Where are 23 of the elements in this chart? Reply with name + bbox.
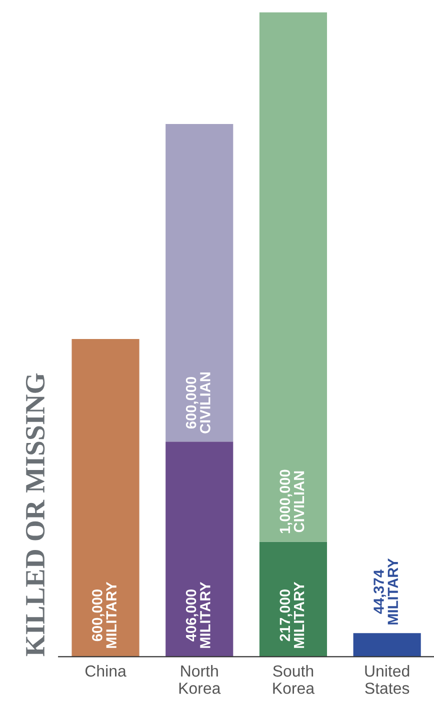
data-label: 1,000,000 xyxy=(280,470,292,534)
data-label: 44,374 xyxy=(374,570,386,614)
bar xyxy=(259,542,328,657)
bar xyxy=(259,12,328,542)
data-label: 600,000 xyxy=(92,590,104,642)
bar xyxy=(353,633,421,657)
text: MILITARY xyxy=(294,582,304,648)
bar xyxy=(72,338,140,657)
data-label: 217,000 xyxy=(280,590,292,642)
x-tick-label: China xyxy=(85,664,126,677)
data-label: 406,000 xyxy=(186,590,198,642)
text: MILITARY xyxy=(388,558,398,624)
x-tick-label: South Korea xyxy=(273,664,315,694)
bar xyxy=(166,124,234,442)
text: MILITARY xyxy=(200,582,210,648)
bar xyxy=(166,442,234,657)
text: CIVILIAN xyxy=(294,471,304,532)
x-tick-label: North Korea xyxy=(179,664,221,694)
series-label: MILITARY xyxy=(106,582,116,648)
series-label: CIVILIAN xyxy=(200,372,210,434)
y-axis-title: KILLED OR MISSING xyxy=(26,373,45,656)
data-label: 600,000 xyxy=(186,376,198,429)
x-tick-label: United States xyxy=(365,664,410,694)
